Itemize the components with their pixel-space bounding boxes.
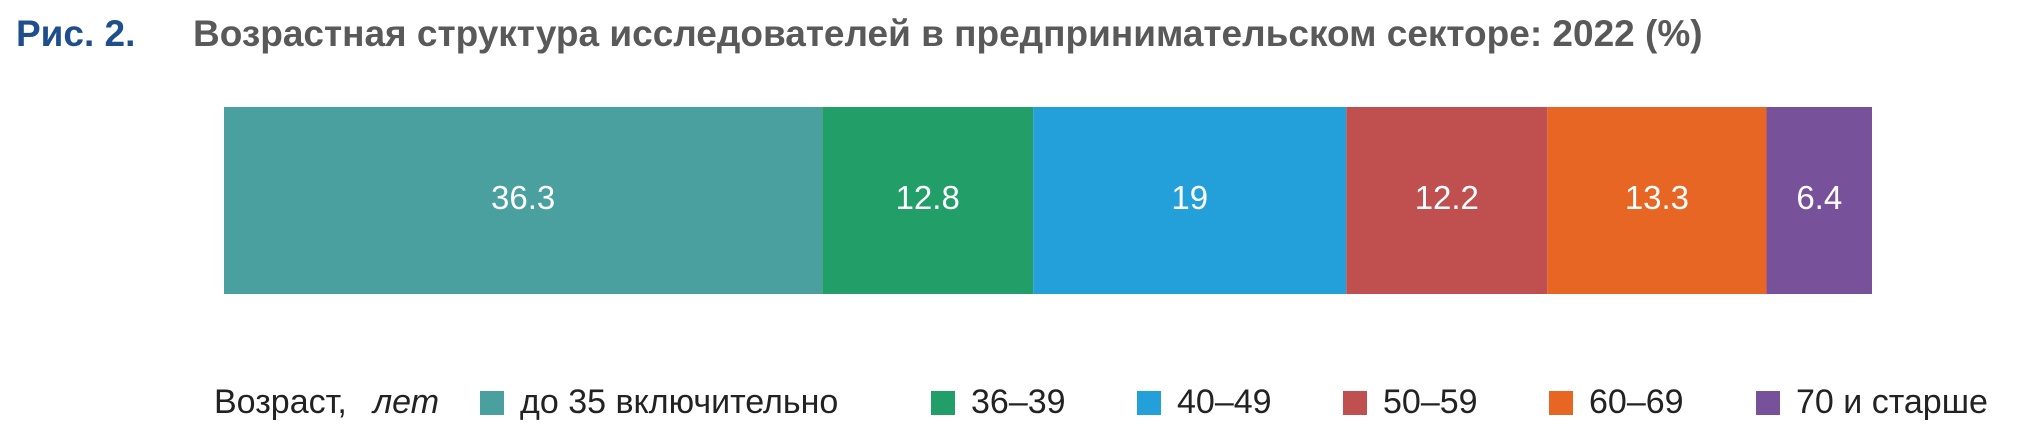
legend-swatch [931, 391, 955, 415]
legend-title-unit: лет [371, 383, 439, 421]
chart-title: Возрастная структура исследователей в пр… [193, 13, 1703, 54]
value-label: 13.3 [1625, 179, 1689, 216]
value-label: 12.2 [1415, 179, 1479, 216]
legend-swatch [1343, 391, 1367, 415]
legend-swatch [1756, 391, 1780, 415]
value-label: 19 [1171, 179, 1208, 216]
legend-label: 50–59 [1383, 383, 1478, 421]
value-label: 36.3 [491, 179, 555, 216]
bar-segment [224, 107, 823, 294]
legend-swatch [1549, 391, 1573, 415]
bar-segment [1547, 107, 1767, 294]
bar-segment [822, 107, 1034, 294]
legend-swatch [480, 391, 504, 415]
legend-label: до 35 включительно [520, 383, 838, 421]
bar-segment [1033, 107, 1347, 294]
legend-swatch [1137, 391, 1161, 415]
value-label: 6.4 [1796, 179, 1842, 216]
legend-label: 40–49 [1177, 383, 1272, 421]
figure-label: Рис. 2. [16, 13, 135, 54]
legend-label: 70 и старше [1796, 383, 1988, 421]
legend-title: Возраст, [214, 383, 347, 421]
legend-label: 36–39 [971, 383, 1066, 421]
value-label: 12.8 [896, 179, 960, 216]
bar-segment [1346, 107, 1548, 294]
bar-segment [1766, 107, 1872, 294]
legend-label: 60–69 [1589, 383, 1684, 421]
